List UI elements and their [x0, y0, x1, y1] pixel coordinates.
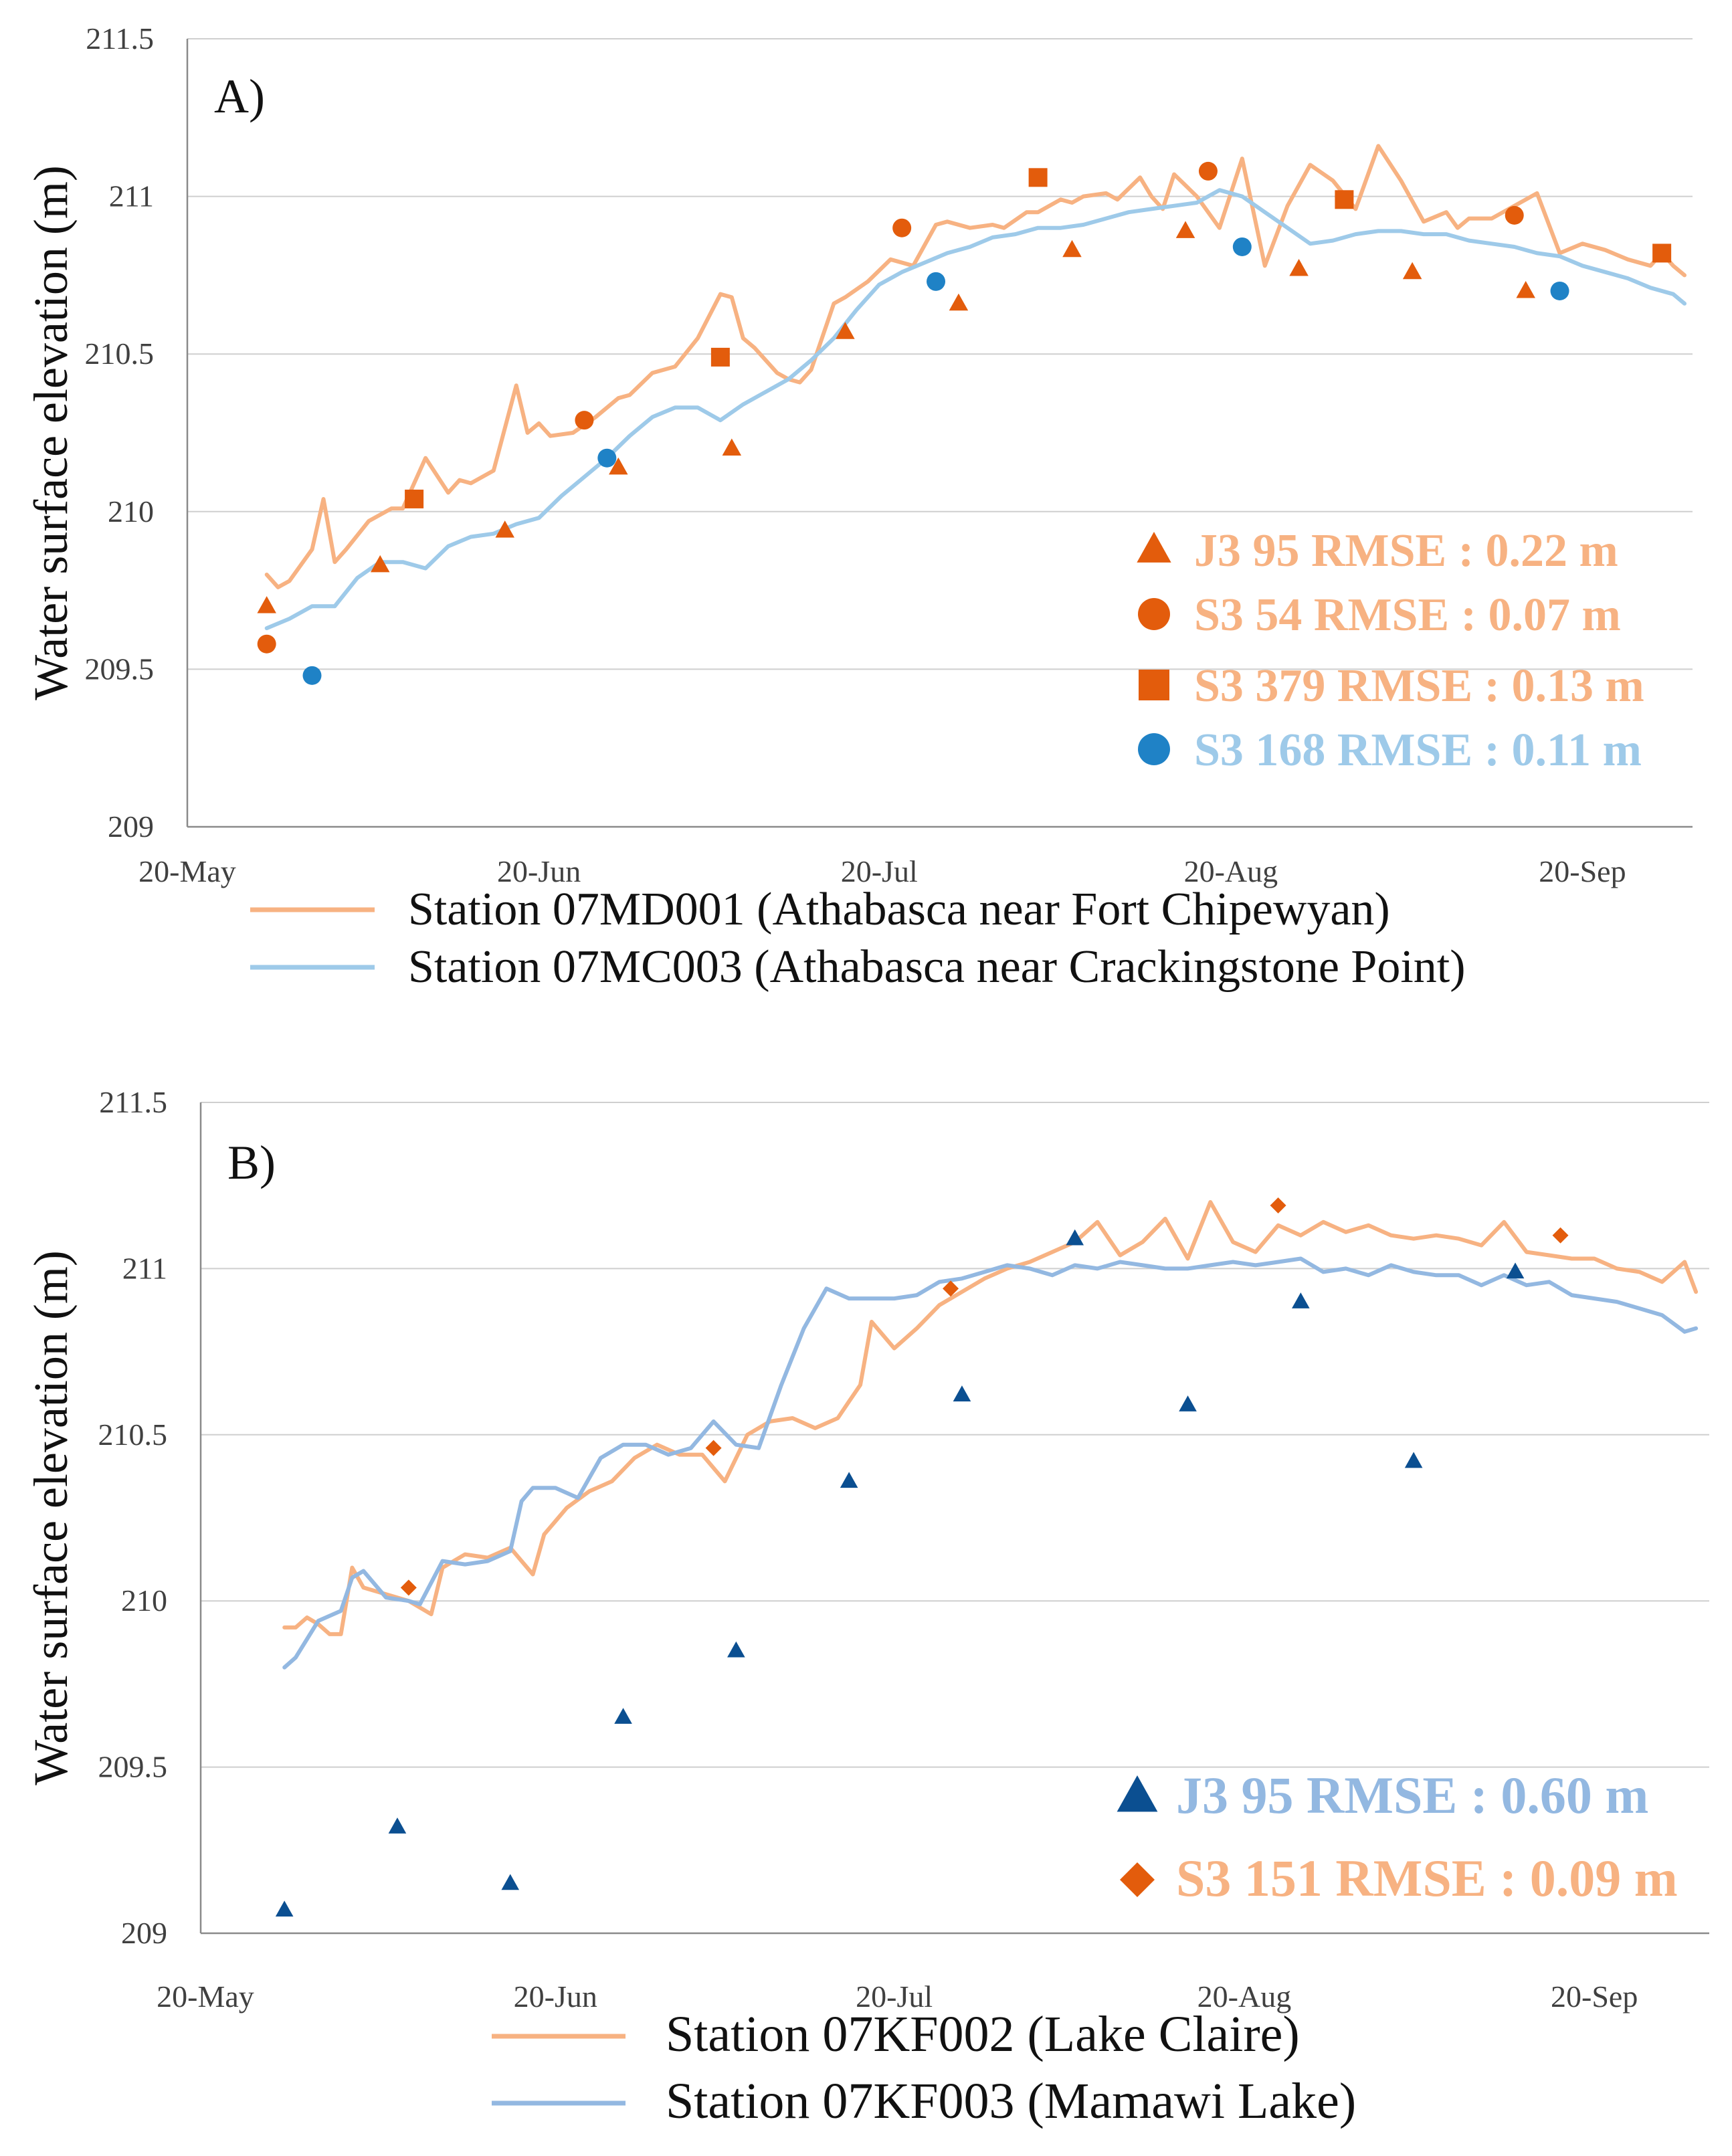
series-line	[282, 1200, 1699, 1636]
data-point	[1270, 1197, 1286, 1214]
data-point	[840, 1472, 858, 1488]
data-point	[388, 1818, 407, 1834]
data-point	[501, 1874, 520, 1890]
data-point	[705, 1440, 722, 1456]
y-axis-label: Water surface elevation (m)	[24, 1250, 78, 1785]
data-point	[257, 596, 276, 613]
y-tick-label: 210.5	[98, 1417, 168, 1452]
data-point	[275, 1900, 294, 1917]
legend-entry-label: S3 151 RMSE : 0.09 m	[1176, 1849, 1678, 1907]
data-point	[495, 520, 514, 538]
data-point	[400, 1579, 417, 1596]
data-point	[1652, 243, 1672, 263]
x-tick-label: 20-May	[138, 854, 236, 888]
x-tick-label: 20-Aug	[1197, 1979, 1292, 2014]
x-tick-label: 20-Sep	[1551, 1979, 1638, 2014]
data-point	[575, 411, 594, 430]
legend-marker	[1139, 670, 1169, 700]
y-tick-label: 211	[109, 179, 154, 213]
data-point	[1175, 221, 1195, 238]
data-point	[1550, 281, 1569, 300]
data-point	[1028, 168, 1048, 187]
data-point	[1066, 1229, 1084, 1246]
data-point	[927, 272, 946, 291]
y-tick-label: 209.5	[98, 1750, 168, 1784]
x-tick-label: 20-May	[157, 1979, 254, 2014]
data-point	[710, 347, 730, 367]
y-tick-label: 209	[108, 809, 154, 844]
series-line	[264, 144, 1687, 589]
data-point	[892, 218, 912, 237]
series-line	[282, 1256, 1699, 1670]
chart-panel-a: 209 209.5 210 210.5 211 211.5 20-May 20-Jun 20-J…	[24, 21, 1693, 993]
legend-marker	[1117, 1775, 1158, 1812]
panel-label: A)	[214, 70, 265, 123]
legend-entry-label: Station 07MD001 (Athabasca near Fort Chi…	[408, 884, 1390, 935]
x-tick-label: 20-Sep	[1539, 854, 1626, 888]
panel-label: B)	[227, 1136, 276, 1189]
y-tick-label: 210	[121, 1583, 167, 1618]
data-point	[405, 489, 424, 508]
data-point	[722, 438, 742, 456]
data-point	[1402, 262, 1422, 280]
data-point	[1289, 258, 1309, 276]
y-tick-label: 209	[121, 1916, 167, 1950]
legend-marker	[1137, 532, 1171, 563]
data-point	[1292, 1292, 1310, 1308]
legend-entry-label: Station 07KF003 (Mamawi Lake)	[666, 2073, 1356, 2129]
y-tick-label: 211	[122, 1251, 167, 1285]
legend-marker	[1120, 1862, 1155, 1897]
legend-entry-label: J3 95 RMSE : 0.60 m	[1176, 1766, 1648, 1824]
y-tick-label: 210	[108, 494, 154, 528]
data-point	[1232, 237, 1252, 256]
legend-entry-label: Station 07MC003 (Athabasca near Cracking…	[408, 941, 1466, 993]
data-point	[1506, 1262, 1525, 1279]
data-point	[943, 1280, 959, 1297]
legend-entry-label: S3 379 RMSE : 0.13 m	[1194, 660, 1644, 712]
y-tick-label: 209.5	[85, 652, 155, 686]
data-point	[1516, 280, 1535, 298]
data-point	[597, 448, 617, 468]
y-tick-label: 210.5	[85, 336, 155, 371]
y-axis-label: Water surface elevation (m)	[24, 165, 78, 700]
x-tick-label: 20-Jul	[856, 1979, 933, 2014]
data-point	[257, 634, 276, 654]
data-point	[727, 1641, 745, 1658]
data-point	[302, 666, 322, 685]
y-tick-label: 211.5	[86, 21, 154, 56]
legend-entry-label: Station 07KF002 (Lake Claire)	[666, 2006, 1300, 2062]
data-point	[1404, 1452, 1423, 1468]
data-point	[614, 1708, 632, 1724]
chart-panel-b: 209 209.5 210 210.5 211 211.5 20-May 20-Jun 20-J…	[24, 1085, 1709, 2129]
legend-marker	[1138, 733, 1170, 765]
data-point	[1062, 239, 1082, 258]
y-tick-label: 211.5	[99, 1085, 167, 1119]
data-point	[1552, 1227, 1569, 1244]
x-tick-label: 20-Jun	[514, 1979, 597, 2014]
legend-entry-label: J3 95 RMSE : 0.22 m	[1194, 525, 1618, 577]
legend-entry-label: S3 168 RMSE : 0.11 m	[1194, 724, 1642, 776]
data-point	[836, 322, 855, 339]
data-point	[1505, 205, 1524, 225]
data-point	[953, 1385, 971, 1401]
x-tick-label: 20-Aug	[1184, 854, 1278, 888]
data-point	[609, 457, 628, 475]
x-tick-label: 20-Jun	[497, 854, 581, 888]
x-tick-label: 20-Jul	[841, 854, 918, 888]
data-point	[1335, 190, 1354, 209]
data-point	[370, 555, 390, 573]
data-point	[949, 293, 969, 311]
data-point	[1179, 1395, 1197, 1411]
legend-marker	[1138, 598, 1170, 630]
legend-entry-label: S3 54 RMSE : 0.07 m	[1194, 589, 1621, 641]
data-point	[1198, 161, 1218, 181]
